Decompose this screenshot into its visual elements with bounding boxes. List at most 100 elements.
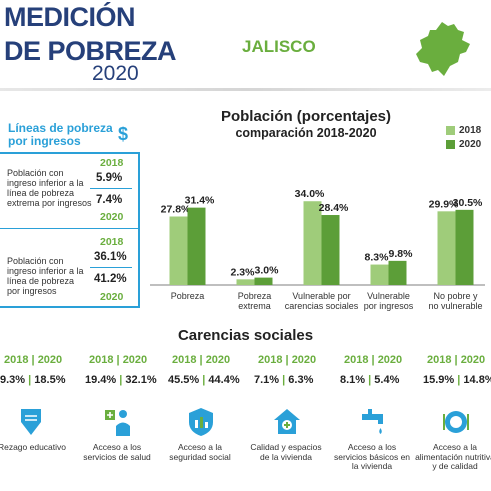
bar-2020-1 <box>254 277 273 285</box>
bar-2018-4 <box>437 211 456 285</box>
carencia-value-a: 7.1% <box>254 374 280 386</box>
carencia-year-b: 2020 <box>291 354 317 366</box>
carencia-values-5: 15.9% | 14.8% <box>423 374 491 386</box>
category-label-0: Pobreza <box>171 291 205 301</box>
category-label-2: Vulnerable por carencias sociales <box>285 291 359 311</box>
data-label-2018-3: 8.3% <box>365 252 390 264</box>
data-label-2018-0: 27.8% <box>161 204 191 216</box>
data-label-2020-1: 3.0% <box>255 265 280 277</box>
poverty-line-year-a-1: 2018 <box>100 157 124 169</box>
dollar-icon: $ <box>118 124 129 144</box>
carencia-year-a: 2018 <box>172 354 197 366</box>
carencia-years-5: 2018 | 2020 <box>427 354 486 366</box>
bar-2018-3 <box>370 264 389 285</box>
poverty-line-value-b-2: 41.2% <box>94 273 127 285</box>
bar-2020-0 <box>187 207 206 285</box>
carencia-years-1: 2018 | 2020 <box>89 354 148 366</box>
carencias-title: Carencias sociales <box>177 327 314 344</box>
carencia-values-4: 8.1% | 5.4% <box>340 374 400 386</box>
carencia-value-a: 15.9% <box>423 374 455 386</box>
poverty-lines-header <box>0 118 140 154</box>
carencia-year-b: 2020 <box>377 354 403 366</box>
carencia-value-b: 44.4% <box>208 374 240 386</box>
state-name: JALISCO <box>242 37 316 56</box>
carencia-values-3: 7.1% | 6.3% <box>254 374 314 386</box>
poverty-line-year-a-2: 2018 <box>100 236 124 248</box>
header-title-line1: MEDICIÓN <box>4 2 136 32</box>
carencia-value-a: 19.4% <box>85 374 117 386</box>
data-label-2018-2: 34.0% <box>295 188 325 200</box>
bar-2018-1 <box>236 279 255 285</box>
social-security-icon <box>186 406 216 443</box>
carencia-years-4: 2018 | 2020 <box>344 354 403 366</box>
carencia-year-a: 2018 <box>89 354 114 366</box>
bar-2018-2 <box>303 201 322 285</box>
carencia-year-b: 2020 <box>122 354 148 366</box>
poverty-lines-title: Líneas de pobreza por ingresos <box>8 121 113 148</box>
carencia-value-b: 14.8% <box>463 374 491 386</box>
legend-label-2020: 2020 <box>459 139 482 150</box>
carencia-label-4: Acceso a los servicios básicos en la viv… <box>333 442 411 471</box>
health-icon <box>103 406 133 443</box>
carencia-value-b: 6.3% <box>288 374 314 386</box>
data-label-2020-0: 31.4% <box>185 195 215 207</box>
carencia-year-a: 2018 <box>4 354 29 366</box>
legend-swatch-2020 <box>446 140 455 149</box>
carencia-years-2: 2018 | 2020 <box>172 354 231 366</box>
education-icon <box>18 406 44 443</box>
chart-title: Población (porcentajes) <box>220 108 392 125</box>
category-label-4: No pobre y no vulnerable <box>428 291 482 311</box>
data-label-2018-4: 29.9% <box>429 198 459 210</box>
carencia-values-1: 19.4% | 32.1% <box>85 374 157 386</box>
poverty-line-value-b-1: 7.4% <box>96 194 123 206</box>
water-tap-icon <box>358 406 388 443</box>
header-year: 2020 <box>92 62 139 85</box>
carencia-value-a: 8.1% <box>340 374 366 386</box>
carencia-label-0: Rezago educativo <box>0 442 67 452</box>
carencia-label-3: Calidad y espacios de la vivienda <box>250 442 322 462</box>
carencia-years-3: 2018 | 2020 <box>258 354 317 366</box>
category-label-1: Pobreza extrema <box>238 291 272 311</box>
carencia-years-0: 2018 | 2020 <box>4 354 63 366</box>
header-divider <box>0 88 491 91</box>
carencia-value-a: 45.5% <box>168 374 200 386</box>
carencia-year-a: 2018 <box>344 354 369 366</box>
data-label-2020-2: 28.4% <box>319 202 349 214</box>
bar-2020-3 <box>388 260 407 285</box>
carencia-label-2: Acceso a la seguridad social <box>169 442 231 462</box>
chart-subtitle: comparación 2018-2020 <box>235 126 377 140</box>
poverty-line-desc-1: Población con ingreso inferior a la líne… <box>7 168 92 208</box>
carencia-value-b: 18.5% <box>34 374 66 386</box>
header-title-line2: DE POBREZA <box>4 36 177 66</box>
population-bar-chart: 27.8%31.4% Pobreza 2.3% 3.0% Pobreza extrema 3… <box>150 188 485 311</box>
carencia-year-b: 2020 <box>205 354 231 366</box>
carencia-year-a: 2018 <box>258 354 283 366</box>
poverty-line-desc-2: Población con ingreso inferior a la líne… <box>7 256 84 296</box>
bar-2020-2 <box>321 215 340 285</box>
poverty-line-divider-2 <box>90 267 132 268</box>
data-label-2020-3: 9.8% <box>389 248 414 260</box>
category-label-3: Vulnerable por ingresos <box>364 291 414 311</box>
data-label-2018-1: 2.3% <box>231 266 256 278</box>
carencia-values-0: 9.3% | 18.5% <box>0 374 66 386</box>
carencia-label-5: Acceso a la alimentación nutritiva y de … <box>415 442 491 471</box>
bar-2018-0 <box>169 216 188 285</box>
poverty-line-divider-1 <box>90 188 132 189</box>
poverty-line-separator <box>0 228 138 229</box>
housing-icon <box>272 406 302 443</box>
carencia-year-b: 2020 <box>37 354 63 366</box>
carencia-year-b: 2020 <box>460 354 486 366</box>
bar-2020-4 <box>455 209 474 285</box>
legend-label-2018: 2018 <box>459 125 482 136</box>
carencia-value-b: 32.1% <box>125 374 157 386</box>
carencia-year-a: 2018 <box>427 354 452 366</box>
jalisco-map-icon <box>416 22 470 76</box>
poverty-line-value-a-1: 5.9% <box>96 172 123 184</box>
food-icon <box>441 406 471 443</box>
carencia-value-b: 5.4% <box>374 374 400 386</box>
data-label-2020-4: 30.5% <box>453 197 483 209</box>
poverty-line-year-b-1: 2020 <box>100 211 124 223</box>
poverty-line-year-b-2: 2020 <box>100 291 124 303</box>
carencia-value-a: 9.3% <box>0 374 26 386</box>
poverty-line-value-a-2: 36.1% <box>94 251 127 263</box>
